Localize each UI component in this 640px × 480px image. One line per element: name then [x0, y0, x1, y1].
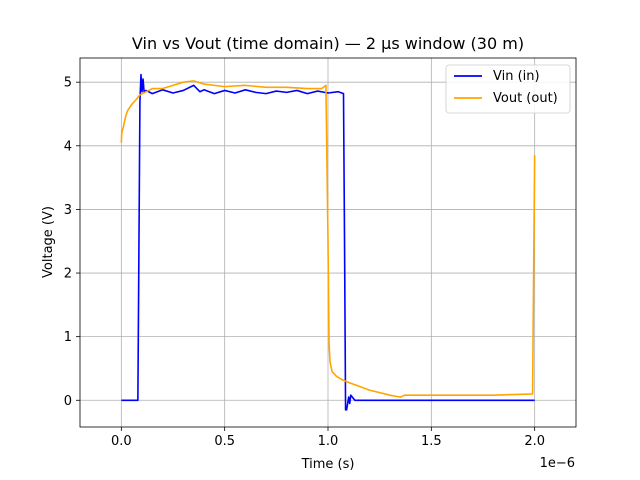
y-tick-label: 3	[64, 203, 72, 218]
y-tick-label: 0	[64, 394, 72, 409]
x-tick-label: 1.0	[318, 434, 339, 449]
y-axis-label: Voltage (V)	[41, 206, 56, 278]
legend-box	[445, 64, 571, 114]
series-line-vin	[121, 73, 535, 411]
legend-label-vout: Vout (out)	[493, 91, 558, 106]
legend: Vin (in) Vout (out)	[445, 64, 571, 114]
chart-title: Vin vs Vout (time domain) — 2 µs window …	[132, 34, 524, 53]
series-line-vout	[120, 80, 536, 398]
x-tick-label: 2.0	[524, 434, 545, 449]
x-axis: 0.0 0.5 1.0 1.5 2.0	[111, 427, 545, 449]
x-tick-label: 0.0	[111, 434, 132, 449]
y-tick-label: 2	[64, 267, 72, 282]
y-tick-label: 5	[64, 76, 72, 91]
y-tick-label: 1	[64, 330, 72, 345]
y-tick-label: 4	[64, 139, 72, 154]
x-tick-label: 1.5	[421, 434, 442, 449]
y-axis: 0 1 2 3 4 5	[64, 76, 80, 409]
x-axis-label: Time (s)	[301, 457, 355, 472]
x-axis-offset-label: 1e−6	[540, 456, 575, 471]
legend-label-vin: Vin (in)	[493, 69, 540, 84]
x-tick-label: 0.5	[214, 434, 235, 449]
plot-area	[120, 73, 536, 411]
